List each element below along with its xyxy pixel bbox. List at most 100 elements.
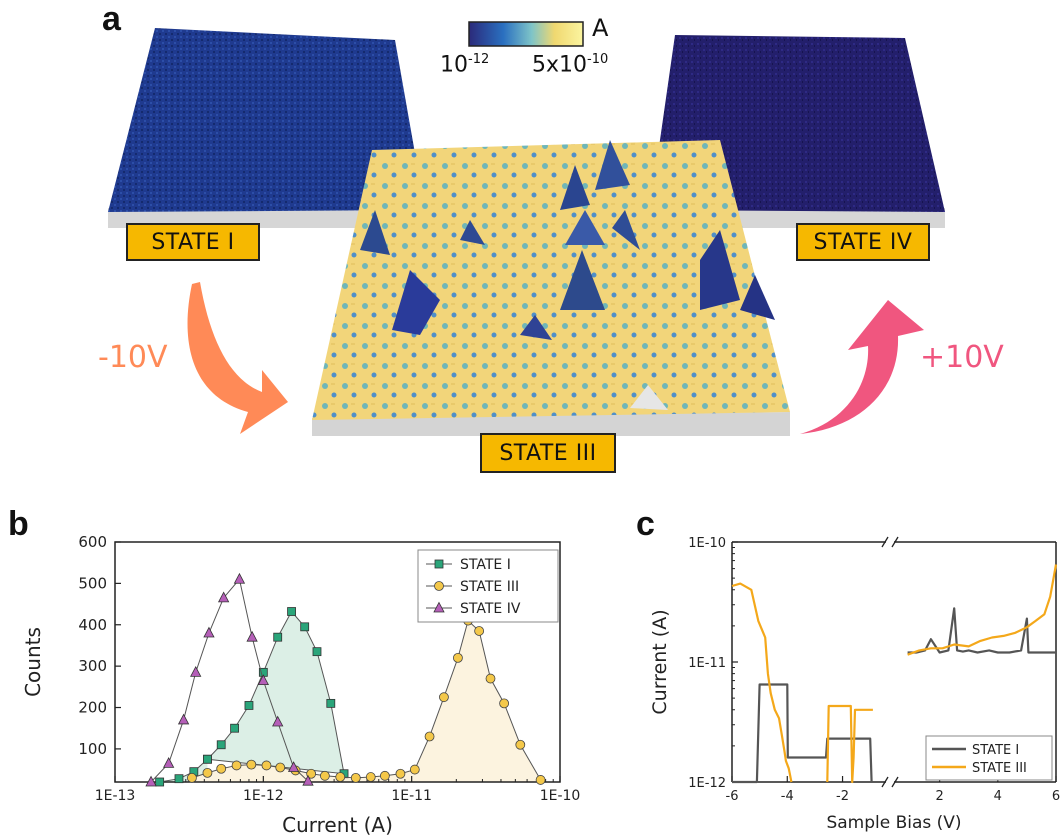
state-iii-map [312, 140, 790, 436]
y-tick-label: 600 [78, 533, 107, 551]
data-point [499, 698, 510, 709]
legend-marker [434, 559, 444, 569]
y-tick-label: 200 [78, 699, 107, 717]
series-1-segment-1 [826, 704, 873, 784]
data-point [439, 692, 449, 703]
y-axis-label: Current (A) [649, 609, 671, 714]
colorbar-min-exp: -12 [468, 52, 490, 67]
x-axis-label: Current (A) [282, 813, 393, 837]
colorbar-max-label: 5x10-10 [532, 52, 608, 77]
data-point [379, 770, 390, 781]
data-point [145, 775, 157, 787]
data-point [485, 673, 496, 684]
x-tick-label: -6 [726, 789, 739, 804]
y-tick-label: 100 [78, 740, 107, 758]
data-point [203, 754, 212, 764]
legend-label: STATE III [460, 579, 519, 595]
x-tick-label: 4 [994, 789, 1002, 804]
iv-curve-chart: -6 -4 -2 2 4 6 1E-12 1E-11 1E-10 Sample Bias (V) C… [649, 536, 1060, 833]
y-axis-label: Counts [21, 627, 45, 697]
x-tick-label: -4 [781, 789, 794, 804]
positive-bias-arrow [800, 300, 924, 434]
data-point [302, 774, 314, 786]
colorbar-max-exp: -10 [587, 52, 609, 67]
data-point [246, 630, 258, 642]
data-point [424, 731, 435, 742]
data-point [230, 723, 239, 733]
legend-label: STATE III [972, 761, 1027, 776]
data-point [395, 768, 406, 779]
data-point [287, 761, 300, 772]
series-1-segment-2 [907, 564, 1058, 656]
axis-break-mark [891, 536, 899, 548]
data-point [162, 757, 175, 768]
y-tick-label: 1E-11 [688, 656, 726, 671]
data-point [474, 626, 485, 636]
axis-break-mark [881, 776, 889, 788]
series-1-segment-0 [731, 582, 793, 783]
x-axis-label: Sample Bias (V) [826, 813, 961, 833]
data-point [319, 770, 330, 781]
data-point [273, 632, 283, 642]
panel-c-letter: c [636, 505, 655, 543]
legend-label: STATE IV [460, 601, 521, 617]
data-point [335, 772, 346, 782]
state-i-label: STATE I [126, 223, 260, 261]
data-point [275, 762, 286, 773]
data-point [216, 740, 226, 750]
series-0-segment-1 [907, 607, 1056, 654]
panel-a-letter: a [102, 0, 121, 38]
data-point [216, 763, 227, 774]
negative-bias-label: -10V [98, 340, 168, 375]
legend-marker [434, 581, 444, 591]
positive-bias-label: +10V [920, 340, 1004, 375]
y-tick-label: 1E-12 [688, 776, 726, 791]
y-tick-label: 1E-10 [688, 536, 726, 551]
data-point [535, 775, 546, 785]
data-point [287, 607, 296, 616]
y-tick-label: 300 [78, 657, 107, 675]
colorbar-min-base: 10 [440, 52, 468, 78]
data-point [231, 760, 242, 771]
data-point [409, 764, 420, 775]
data-point [272, 715, 284, 727]
data-point [306, 768, 317, 779]
data-point [190, 665, 202, 677]
x-tick-label: 6 [1052, 789, 1060, 804]
data-point [203, 626, 215, 638]
plot-frame [114, 541, 561, 783]
series-fill-1 [191, 620, 541, 782]
legend-box [925, 735, 1053, 781]
legend-marker [433, 601, 445, 613]
data-point [174, 774, 184, 784]
colorbar-min-label: 10-12 [440, 52, 489, 77]
data-point [453, 652, 463, 663]
data-point [326, 698, 336, 708]
axis-break-mark [881, 536, 889, 548]
x-tick-label: 2 [935, 789, 943, 804]
legend-label: STATE I [460, 557, 511, 573]
x-tick-label: -2 [836, 789, 849, 804]
x-tick-label: 1E-11 [391, 788, 432, 804]
axis-break-mark [891, 776, 899, 788]
data-point [246, 759, 257, 770]
colorbar-unit: A [592, 14, 609, 42]
data-point [233, 572, 246, 584]
y-tick-label: 400 [78, 616, 107, 634]
panel-b-letter: b [8, 505, 29, 543]
state-iii-label: STATE III [480, 433, 616, 473]
legend-label: STATE I [972, 743, 1019, 758]
data-point [350, 772, 361, 783]
colorbar-max-base: 5x10 [532, 52, 588, 78]
data-point [155, 777, 165, 787]
x-tick-label: 1E-10 [540, 788, 581, 804]
data-point [217, 591, 230, 603]
colorbar [468, 21, 584, 47]
histogram-chart: 1E-13 1E-12 1E-11 1E-10 100 200 300 400 500 600 Cu… [21, 533, 581, 837]
data-point [187, 772, 197, 783]
data-point [244, 701, 254, 710]
data-point [202, 767, 213, 778]
state-iv-label: STATE IV [796, 223, 930, 261]
series-line-2 [150, 578, 309, 783]
data-point [312, 647, 322, 657]
